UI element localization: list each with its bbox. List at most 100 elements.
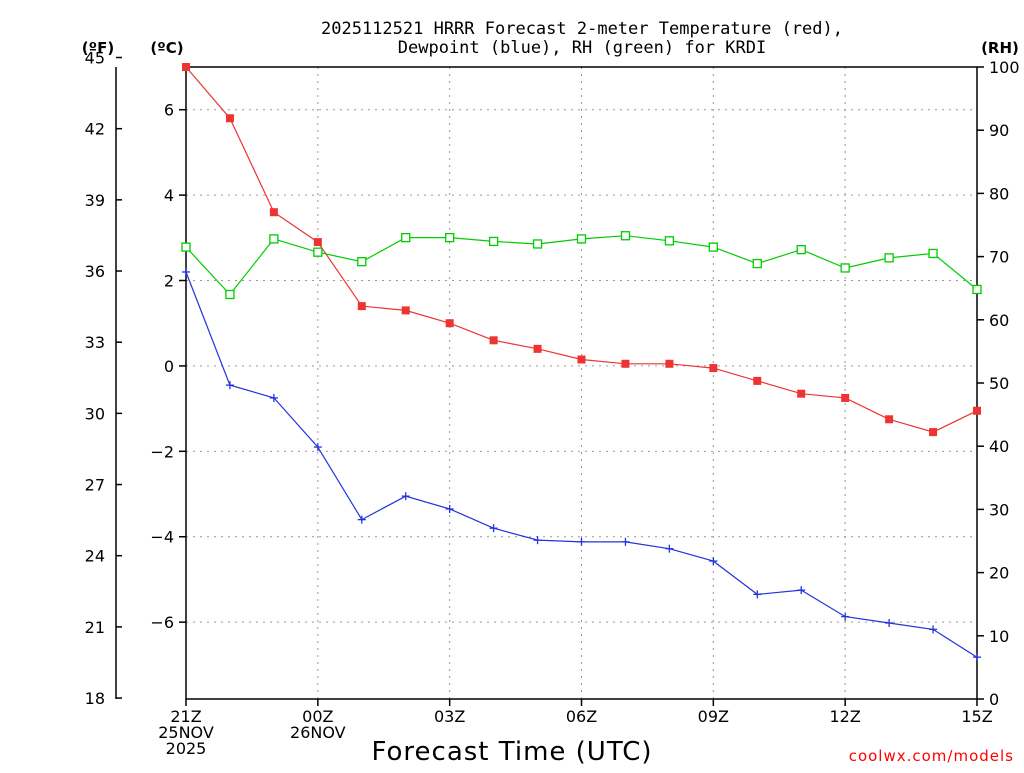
rh-tick-label: 50 — [989, 374, 1009, 393]
dewpoint-point — [533, 536, 542, 545]
fahrenheit-tick-label: 36 — [85, 262, 105, 281]
x-tick-label: 26NOV — [290, 723, 346, 742]
rh-point — [796, 244, 806, 255]
rh-tick-label: 70 — [989, 248, 1009, 267]
x-tick-label: 21Z — [170, 707, 201, 726]
dewpoint-point — [401, 492, 410, 501]
rh-unit-label: (RH) — [981, 39, 1019, 57]
celsius-tick-label: −2 — [150, 442, 174, 461]
rh-point — [972, 284, 982, 295]
series-layer — [181, 63, 982, 662]
celsius-unit-label: (ºC) — [150, 39, 183, 57]
rh-point — [620, 231, 631, 241]
rh-point — [884, 253, 894, 263]
x-axis-label: Forecast Time (UTC) — [371, 737, 652, 767]
dewpoint-point — [182, 267, 190, 276]
temperature-point — [665, 359, 674, 368]
credit-label: coolwx.com/models — [849, 747, 1014, 765]
dewpoint-point — [709, 557, 718, 566]
dewpoint-point — [885, 618, 894, 627]
dewpoint-point — [489, 524, 498, 533]
fahrenheit-tick-label: 45 — [85, 49, 105, 68]
celsius-tick-label: 0 — [164, 357, 174, 376]
fahrenheit-unit-label: (ºF) — [82, 39, 114, 57]
temperature-point — [401, 306, 410, 315]
temperature-point — [182, 63, 190, 71]
temperature-point — [797, 389, 806, 398]
rh-tick-label: 90 — [989, 121, 1009, 140]
x-tick-label: 03Z — [434, 707, 465, 726]
rh-tick-label: 100 — [989, 58, 1020, 77]
rh-point — [576, 234, 587, 244]
grid-layer — [186, 67, 977, 699]
rh-point — [664, 236, 675, 246]
fahrenheit-tick-label: 18 — [85, 689, 105, 708]
rh-point — [357, 257, 367, 267]
rh-point — [269, 234, 279, 244]
rh-point — [181, 242, 191, 252]
celsius-tick-label: 4 — [164, 186, 174, 205]
dewpoint-point — [841, 612, 850, 621]
fahrenheit-tick-label: 42 — [85, 120, 105, 139]
x-tick-label: 25NOV — [158, 723, 214, 742]
temperature-point — [357, 302, 366, 311]
rh-tick-label: 40 — [989, 437, 1009, 456]
x-tick-label: 2025 — [166, 739, 207, 758]
temperature-point — [841, 393, 850, 402]
temperature-point — [445, 319, 454, 328]
dewpoint-point — [445, 504, 454, 513]
temperature-point — [973, 406, 981, 415]
dewpoint-point — [621, 537, 630, 546]
fahrenheit-tick-label: 24 — [85, 547, 105, 566]
rh-point — [313, 247, 323, 257]
x-tick-label: 06Z — [566, 707, 597, 726]
rh-point — [752, 258, 762, 269]
temperature-point — [709, 364, 718, 373]
celsius-tick-label: −4 — [150, 528, 174, 547]
fahrenheit-tick-label: 30 — [85, 404, 105, 423]
temperature-point — [269, 208, 278, 217]
x-tick-label: 00Z — [302, 707, 333, 726]
dewpoint-point — [973, 653, 981, 662]
rh-tick-label: 80 — [989, 184, 1009, 203]
temperature-point — [313, 238, 322, 247]
dewpoint-point — [797, 586, 806, 595]
rh-point — [488, 236, 499, 247]
chart-title-line2: Dewpoint (blue), RH (green) for KRDI — [398, 38, 766, 58]
dewpoint-point — [577, 537, 586, 546]
dewpoint-point — [929, 625, 938, 634]
series-dewpoint — [182, 267, 981, 662]
axes-layer: 454239363330272421186420−2−4−60102030405… — [85, 49, 1020, 758]
chart-title-line1: 2025112521 HRRR Forecast 2-meter Tempera… — [321, 19, 843, 39]
dewpoint-point — [665, 544, 674, 553]
rh-point — [225, 289, 235, 300]
rh-tick-label: 20 — [989, 564, 1009, 583]
dewpoint-point — [753, 590, 762, 599]
rh-tick-label: 10 — [989, 627, 1009, 646]
dewpoint-point — [225, 381, 234, 390]
x-tick-label: 12Z — [830, 707, 861, 726]
fahrenheit-tick-label: 21 — [85, 618, 105, 637]
temperature-point — [929, 428, 938, 437]
rh-point — [928, 248, 938, 259]
series-rh — [181, 231, 982, 300]
rh-point — [840, 263, 850, 273]
fahrenheit-tick-label: 33 — [85, 333, 105, 352]
x-tick-label: 09Z — [698, 707, 729, 726]
temperature-point — [489, 336, 498, 345]
temperature-point — [533, 344, 542, 353]
temperature-point — [621, 359, 630, 368]
rh-point — [532, 239, 543, 249]
temperature-point — [885, 415, 894, 424]
dewpoint-point — [357, 515, 366, 524]
rh-tick-label: 0 — [989, 690, 999, 709]
rh-tick-label: 30 — [989, 500, 1009, 519]
temperature-point — [753, 376, 762, 385]
rh-point — [708, 242, 718, 252]
temperature-point — [225, 114, 234, 123]
rh-tick-label: 60 — [989, 311, 1009, 330]
rh-point — [401, 232, 411, 243]
fahrenheit-tick-label: 39 — [85, 191, 105, 210]
fahrenheit-tick-label: 27 — [85, 476, 105, 495]
